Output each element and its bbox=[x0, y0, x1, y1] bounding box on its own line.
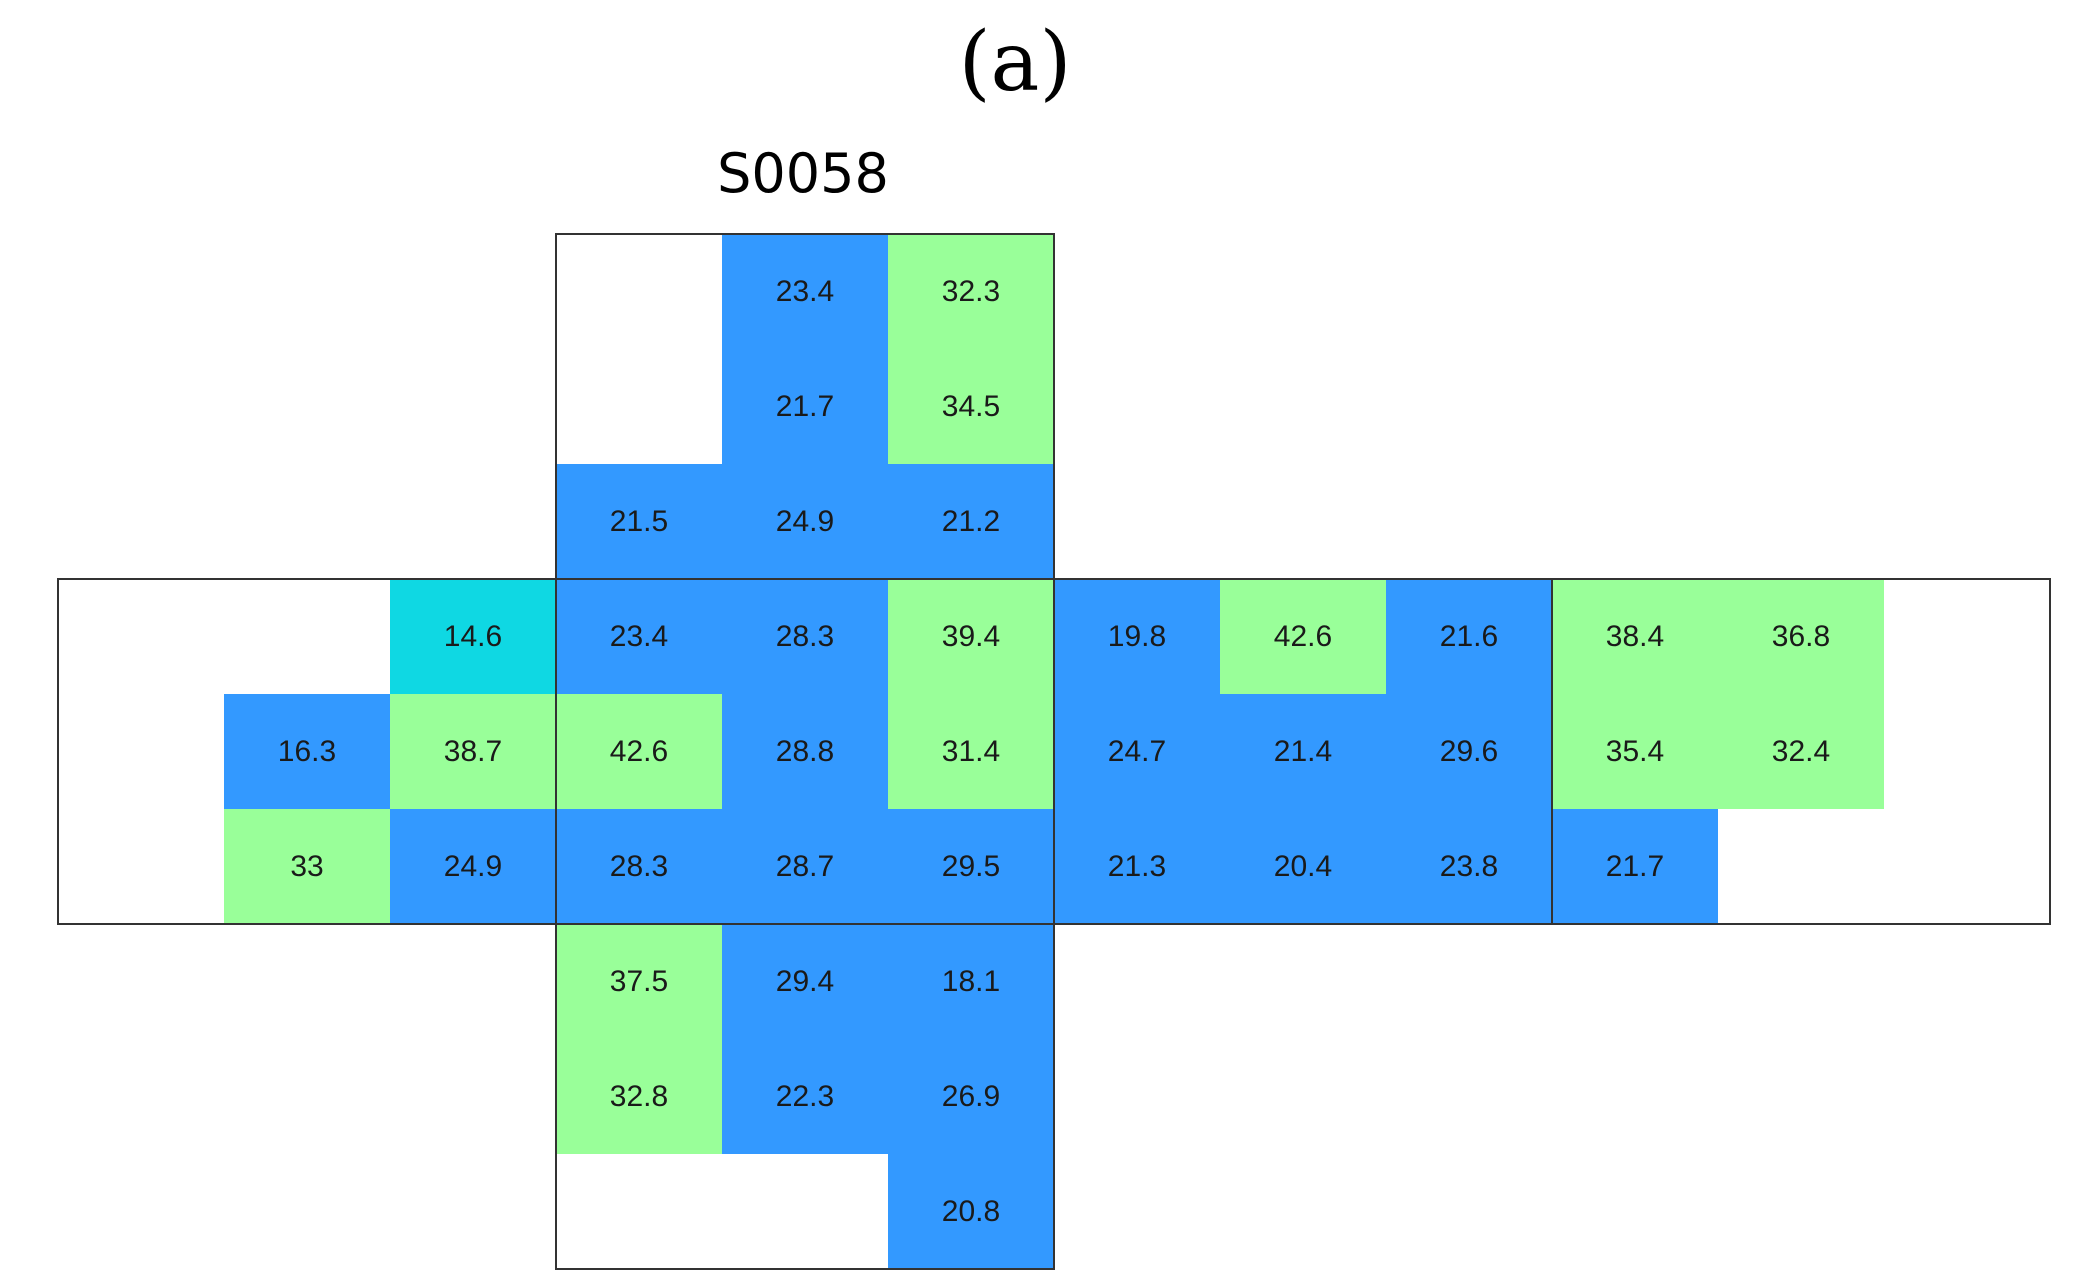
grid-cell: 21.2 bbox=[888, 464, 1054, 579]
grid-cell: 35.4 bbox=[1552, 694, 1718, 809]
grid-cell: 29.5 bbox=[888, 809, 1054, 924]
grid-cell: 34.5 bbox=[888, 349, 1054, 464]
grid-cell: 21.5 bbox=[556, 464, 722, 579]
grid-cell: 22.3 bbox=[722, 1039, 888, 1154]
grid-cell: 19.8 bbox=[1054, 579, 1220, 694]
grid-cell: 28.8 bbox=[722, 694, 888, 809]
grid-cell: 23.4 bbox=[556, 579, 722, 694]
grid-cell: 42.6 bbox=[556, 694, 722, 809]
grid-cell: 33 bbox=[224, 809, 390, 924]
grid-cell: 29.4 bbox=[722, 924, 888, 1039]
grid-cell: 24.9 bbox=[722, 464, 888, 579]
grid-cell: 20.4 bbox=[1220, 809, 1386, 924]
grid-cell: 16.3 bbox=[224, 694, 390, 809]
grid-cell: 21.3 bbox=[1054, 809, 1220, 924]
grid-cell: 18.1 bbox=[888, 924, 1054, 1039]
grid-cell: 21.7 bbox=[1552, 809, 1718, 924]
grid-cell: 32.4 bbox=[1718, 694, 1884, 809]
grid-cell: 32.3 bbox=[888, 234, 1054, 349]
grid-cell: 21.4 bbox=[1220, 694, 1386, 809]
grid-cell: 26.9 bbox=[888, 1039, 1054, 1154]
grid-cell: 21.7 bbox=[722, 349, 888, 464]
grid-cell: 31.4 bbox=[888, 694, 1054, 809]
grid-cell: 24.9 bbox=[390, 809, 556, 924]
grid-cell: 21.6 bbox=[1386, 579, 1552, 694]
grid-cell: 37.5 bbox=[556, 924, 722, 1039]
grid-cell: 20.8 bbox=[888, 1154, 1054, 1269]
grid-cell: 28.3 bbox=[556, 809, 722, 924]
grid-cell: 28.7 bbox=[722, 809, 888, 924]
panel-label: (a) bbox=[958, 15, 1072, 110]
grid-cell: 29.6 bbox=[1386, 694, 1552, 809]
grid-cell: 39.4 bbox=[888, 579, 1054, 694]
grid-cell: 32.8 bbox=[556, 1039, 722, 1154]
grid-cell: 42.6 bbox=[1220, 579, 1386, 694]
grid-cell: 36.8 bbox=[1718, 579, 1884, 694]
grid-cell: 23.4 bbox=[722, 234, 888, 349]
chart-title: S0058 bbox=[717, 142, 889, 205]
grid-cell: 38.4 bbox=[1552, 579, 1718, 694]
grid-cell: 14.6 bbox=[390, 579, 556, 694]
grid-cell: 38.7 bbox=[390, 694, 556, 809]
grid-cell: 28.3 bbox=[722, 579, 888, 694]
grid-cell: 23.8 bbox=[1386, 809, 1552, 924]
grid-cell: 24.7 bbox=[1054, 694, 1220, 809]
